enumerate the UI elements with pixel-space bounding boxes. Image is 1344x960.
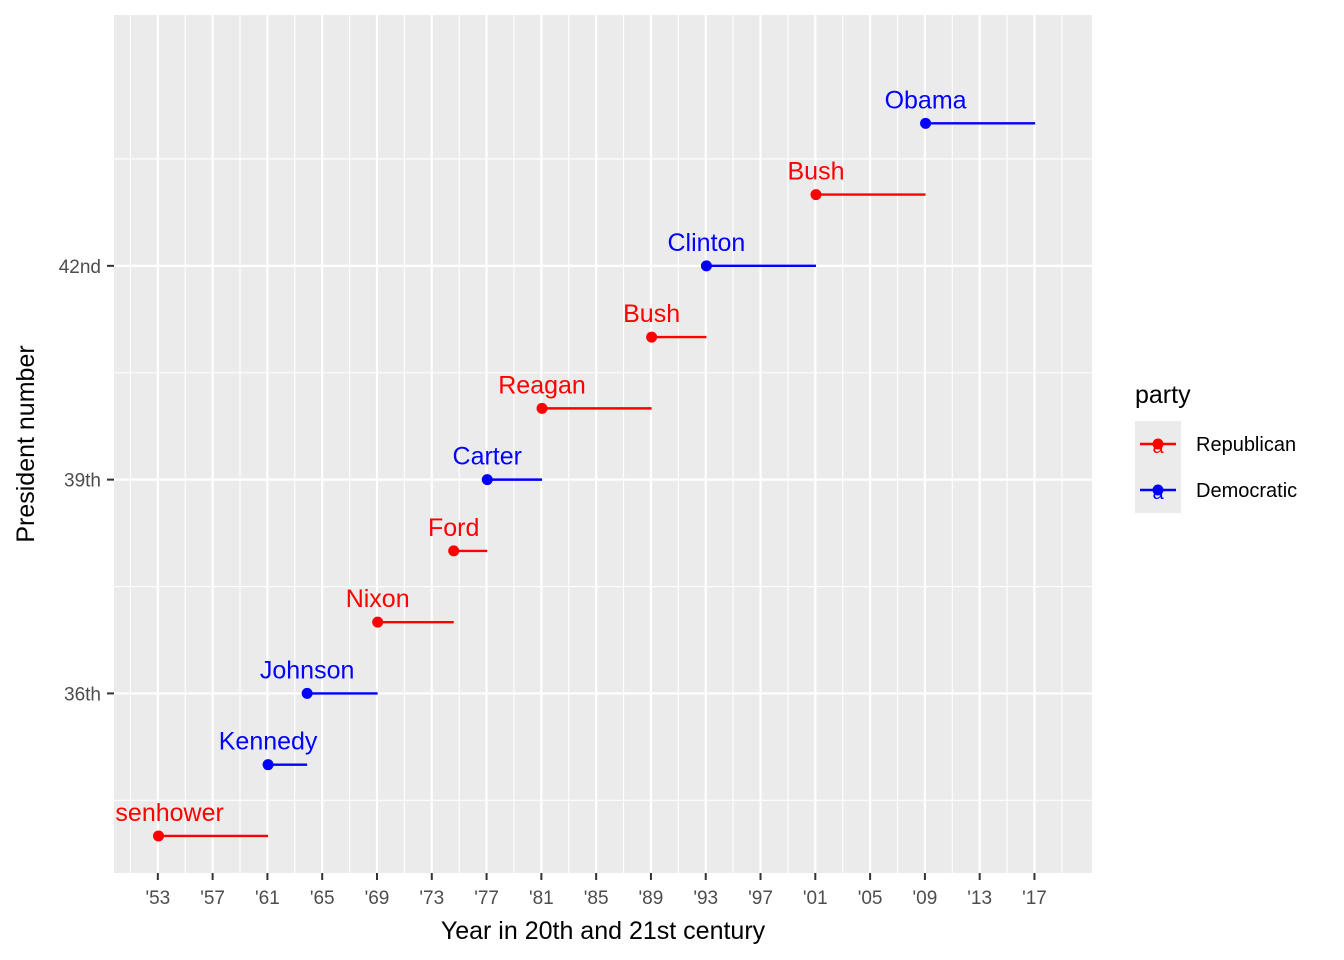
x-tick-label: '13 <box>967 888 992 909</box>
president-label: Bush <box>788 158 845 186</box>
president-label: Clinton <box>668 229 746 257</box>
y-axis-title: President number <box>12 345 40 542</box>
term-start-point <box>536 402 548 414</box>
legend-key-letter: a <box>1152 482 1164 504</box>
president-label: Obama <box>885 86 967 114</box>
president-label: Nixon <box>346 585 410 613</box>
president-label: Ford <box>428 514 479 542</box>
term-start-point <box>262 759 274 771</box>
x-tick-label: '65 <box>310 888 335 909</box>
x-axis-title: Year in 20th and 21st century <box>441 917 766 945</box>
term-start-point <box>372 616 384 628</box>
term-start-point <box>700 260 712 272</box>
president-label: Kennedy <box>219 728 318 756</box>
legend: party a Republican a Democratic <box>1135 381 1297 513</box>
x-tick-label: '17 <box>1022 888 1047 909</box>
president-label: Eisenhower <box>93 799 224 827</box>
grid-minor <box>114 15 1092 873</box>
plot-panel <box>114 15 1092 873</box>
term-start-point <box>448 545 460 557</box>
president-label: Bush <box>623 300 680 328</box>
x-tick-label: '57 <box>200 888 225 909</box>
x-tick-label: '81 <box>529 888 554 909</box>
legend-key-point <box>1152 438 1164 450</box>
x-tick-label: '09 <box>913 888 938 909</box>
y-tick-label: 42nd <box>59 257 101 278</box>
grid-major <box>114 15 1092 873</box>
x-tick-label: '85 <box>584 888 609 909</box>
term-start-point <box>153 830 165 842</box>
legend-entry-label: Democratic <box>1196 480 1297 502</box>
x-tick-label: '77 <box>474 888 499 909</box>
legend-title: party <box>1135 381 1191 409</box>
term-start-point <box>481 474 493 486</box>
term-start-point <box>646 331 658 343</box>
x-axis: '53 '57 '61 '65 '69 '73 '77 '81 '85 '89 '93 '97 '01 '… <box>145 873 1047 909</box>
x-tick-label: '97 <box>748 888 773 909</box>
x-tick-label: '69 <box>365 888 390 909</box>
y-tick-label: 36th <box>64 684 101 705</box>
term-start-point <box>810 189 822 201</box>
x-tick-label: '61 <box>255 888 280 909</box>
legend-key-letter: a <box>1152 436 1164 458</box>
president-label: Johnson <box>260 656 355 684</box>
x-tick-label: '05 <box>858 888 883 909</box>
president-label: Reagan <box>498 371 586 399</box>
chart-marks: Eisenhower Kennedy Johnson Nixon Ford Carter R… <box>93 86 1036 842</box>
term-start-point <box>920 117 932 129</box>
x-tick-label: '89 <box>639 888 664 909</box>
x-tick-label: '93 <box>693 888 718 909</box>
legend-key-point <box>1152 484 1164 496</box>
x-tick-label: '73 <box>419 888 444 909</box>
x-tick-label: '53 <box>145 888 170 909</box>
term-start-point <box>301 687 313 699</box>
y-axis: 36th 39th 42nd <box>59 257 114 705</box>
legend-entry-label: Republican <box>1196 434 1296 456</box>
y-tick-label: 39th <box>64 471 101 492</box>
president-label: Carter <box>453 443 522 471</box>
x-tick-label: '01 <box>803 888 828 909</box>
